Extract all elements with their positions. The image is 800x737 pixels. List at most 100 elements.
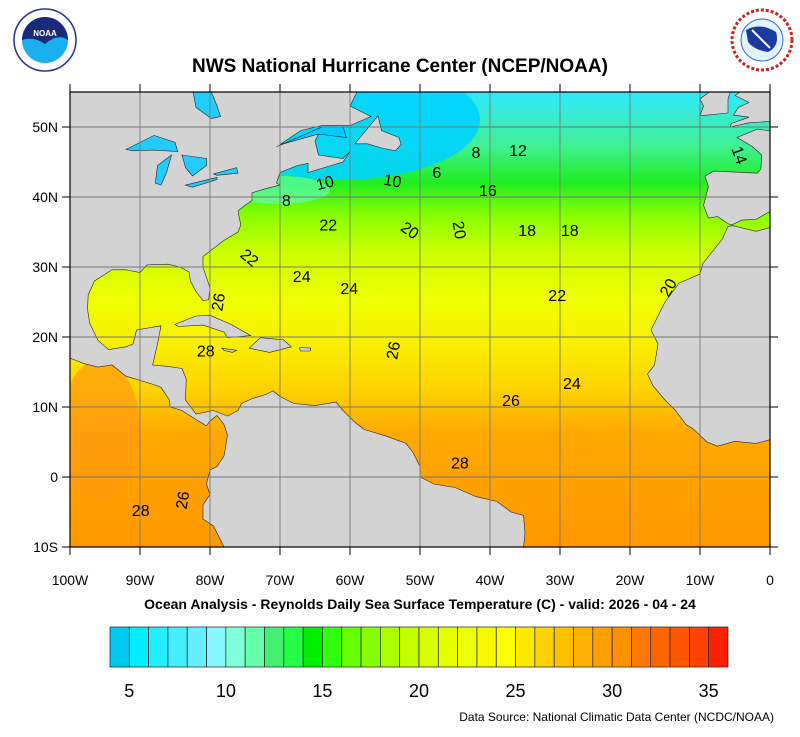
contour-label: 6 xyxy=(432,165,441,182)
colorbar-swatch xyxy=(109,626,130,668)
lake-ontario xyxy=(212,167,239,176)
colorbar-tick-label: 15 xyxy=(312,681,332,701)
colorbar-swatch xyxy=(437,626,458,668)
colorbar-tick-label: 30 xyxy=(602,681,622,701)
land-americas xyxy=(70,92,526,547)
colorbar-swatch xyxy=(631,626,652,668)
lake-huron xyxy=(181,154,207,177)
lon-tick-label: 70W xyxy=(266,572,296,588)
lon-tick-label: 60W xyxy=(336,572,366,588)
lon-tick-label: 90W xyxy=(126,572,156,588)
lon-tick-label: 10W xyxy=(686,572,716,588)
colorbar-swatch xyxy=(669,626,690,668)
contour-label: 10 xyxy=(382,172,403,192)
contour-label: 10 xyxy=(314,173,336,194)
contour-label: 26 xyxy=(384,340,404,361)
colorbar-tick-label: 35 xyxy=(699,681,719,701)
colorbar-swatch xyxy=(689,626,710,668)
data-source: Data Source: National Climatic Data Cent… xyxy=(459,710,774,724)
lat-tick-label: 50N xyxy=(32,119,58,135)
colorbar-tick-label: 25 xyxy=(506,681,526,701)
colorbar-swatch xyxy=(515,626,536,668)
land-britain xyxy=(729,92,770,128)
colorbar-swatch xyxy=(225,626,246,668)
lake-michigan xyxy=(155,154,173,186)
colorbar-swatch xyxy=(264,626,285,668)
land-newfoundland xyxy=(354,115,402,152)
lat-tick-label: 40N xyxy=(32,189,58,205)
colorbar-swatch xyxy=(148,626,169,668)
lon-tick-label: 40W xyxy=(476,572,506,588)
colorbar-swatch xyxy=(611,626,632,668)
contour-label: 24 xyxy=(340,281,358,298)
colorbar-swatch xyxy=(360,626,381,668)
noaa-logo: NOAA xyxy=(13,8,77,72)
contour-label: 24 xyxy=(563,376,581,393)
colorbar-swatch xyxy=(167,626,188,668)
colorbar: 5 10 15 20 25 30 35 xyxy=(109,626,729,701)
land-puerto-rico xyxy=(299,347,312,352)
lat-tick-label: 30N xyxy=(32,259,58,275)
lat-tick-label: 10N xyxy=(32,399,58,415)
contour-label: 28 xyxy=(197,343,215,360)
colorbar-swatch xyxy=(186,626,207,668)
colorbar-swatch xyxy=(534,626,555,668)
colorbar-tick-label: 5 xyxy=(124,681,134,701)
contour-label: 20 xyxy=(657,276,681,300)
lat-tick-label: 0 xyxy=(50,469,58,485)
land-ireland xyxy=(699,92,731,117)
lake-erie xyxy=(184,177,218,188)
contour-label: 12 xyxy=(509,143,527,160)
hudson-bay xyxy=(192,92,221,119)
land-hispaniola xyxy=(248,337,292,353)
svg-text:NOAA: NOAA xyxy=(33,29,57,38)
nws-logo xyxy=(730,8,794,72)
colorbar-swatch xyxy=(380,626,401,668)
contour-label: 20 xyxy=(449,220,469,241)
contour-label: 28 xyxy=(451,455,469,472)
lon-tick-label: 0 xyxy=(766,572,774,588)
lon-tick-label: 20W xyxy=(616,572,646,588)
land-africa xyxy=(647,225,770,447)
colorbar-tick-label: 20 xyxy=(409,681,429,701)
colorbar-swatch xyxy=(476,626,497,668)
colorbar-swatch xyxy=(244,626,265,668)
colorbar-swatch xyxy=(708,626,729,668)
lat-tick-label: 20N xyxy=(32,329,58,345)
contour-label: 16 xyxy=(479,183,497,200)
map-subtitle: Ocean Analysis - Reynolds Daily Sea Surf… xyxy=(144,596,696,612)
land-jamaica xyxy=(221,347,238,353)
colorbar-swatch xyxy=(206,626,227,668)
contour-label: 18 xyxy=(561,223,579,240)
page-title: NWS National Hurricane Center (NCEP/NOAA… xyxy=(192,56,608,77)
contour-label: 8 xyxy=(282,193,291,210)
colorbar-swatch xyxy=(495,626,516,668)
colorbar-swatch xyxy=(592,626,613,668)
contour-label: 8 xyxy=(472,145,481,162)
colorbar-swatch xyxy=(341,626,362,668)
colorbar-swatch xyxy=(283,626,304,668)
contour-label: 22 xyxy=(548,288,566,305)
colorbar-swatch xyxy=(128,626,149,668)
colorbar-swatch xyxy=(399,626,420,668)
colorbar-swatch xyxy=(553,626,574,668)
colorbar-swatch xyxy=(302,626,323,668)
contour-label: 24 xyxy=(293,269,311,286)
lat-tick-label: 10S xyxy=(33,539,58,555)
contour-label: 26 xyxy=(174,490,194,511)
contour-label: 18 xyxy=(518,223,536,240)
land-iberia-france xyxy=(703,128,770,226)
colorbar-swatch xyxy=(650,626,671,668)
lon-tick-label: 50W xyxy=(406,572,436,588)
lon-tick-label: 80W xyxy=(196,572,226,588)
colorbar-swatch xyxy=(418,626,439,668)
contour-label: 26 xyxy=(502,393,520,410)
contour-label: 22 xyxy=(319,217,337,234)
colorbar-tick-label: 10 xyxy=(216,681,236,701)
contour-label: 26 xyxy=(209,292,229,313)
colorbar-swatch xyxy=(457,626,478,668)
lon-tick-label: 100W xyxy=(52,572,89,588)
contour-label: 14 xyxy=(727,144,749,167)
colorbar-swatch xyxy=(573,626,594,668)
